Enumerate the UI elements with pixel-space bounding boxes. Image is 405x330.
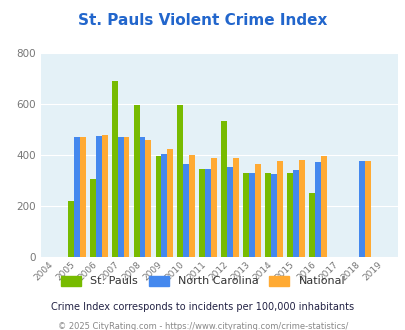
Bar <box>298 160 304 257</box>
Bar <box>68 201 74 257</box>
Bar <box>79 138 85 257</box>
Bar <box>364 161 370 257</box>
Bar <box>308 193 314 257</box>
Bar <box>221 121 227 257</box>
Bar <box>227 167 232 257</box>
Bar <box>232 158 239 257</box>
Legend: St. Pauls, North Carolina, National: St. Pauls, North Carolina, National <box>56 271 349 291</box>
Bar <box>286 173 292 257</box>
Bar <box>314 162 320 257</box>
Bar <box>145 140 151 257</box>
Bar <box>243 173 249 257</box>
Text: St. Pauls Violent Crime Index: St. Pauls Violent Crime Index <box>78 13 327 28</box>
Bar <box>271 174 276 257</box>
Bar <box>211 158 217 257</box>
Bar <box>139 137 145 257</box>
Text: © 2025 CityRating.com - https://www.cityrating.com/crime-statistics/: © 2025 CityRating.com - https://www.city… <box>58 322 347 330</box>
Bar <box>264 173 271 257</box>
Bar <box>74 137 79 257</box>
Text: Crime Index corresponds to incidents per 100,000 inhabitants: Crime Index corresponds to incidents per… <box>51 302 354 312</box>
Bar <box>177 105 183 257</box>
Bar <box>161 154 167 257</box>
Bar <box>189 155 195 257</box>
Bar <box>123 137 129 257</box>
Bar <box>292 170 298 257</box>
Bar <box>167 149 173 257</box>
Bar <box>101 135 107 257</box>
Bar <box>254 164 260 257</box>
Bar <box>111 81 117 257</box>
Bar <box>117 137 123 257</box>
Bar <box>249 173 254 257</box>
Bar <box>155 156 161 257</box>
Bar <box>90 179 96 257</box>
Bar <box>96 136 101 257</box>
Bar <box>276 161 282 257</box>
Bar <box>133 105 139 257</box>
Bar <box>358 161 364 257</box>
Bar <box>183 164 189 257</box>
Bar <box>320 156 326 257</box>
Bar <box>199 169 205 257</box>
Bar <box>205 169 211 257</box>
